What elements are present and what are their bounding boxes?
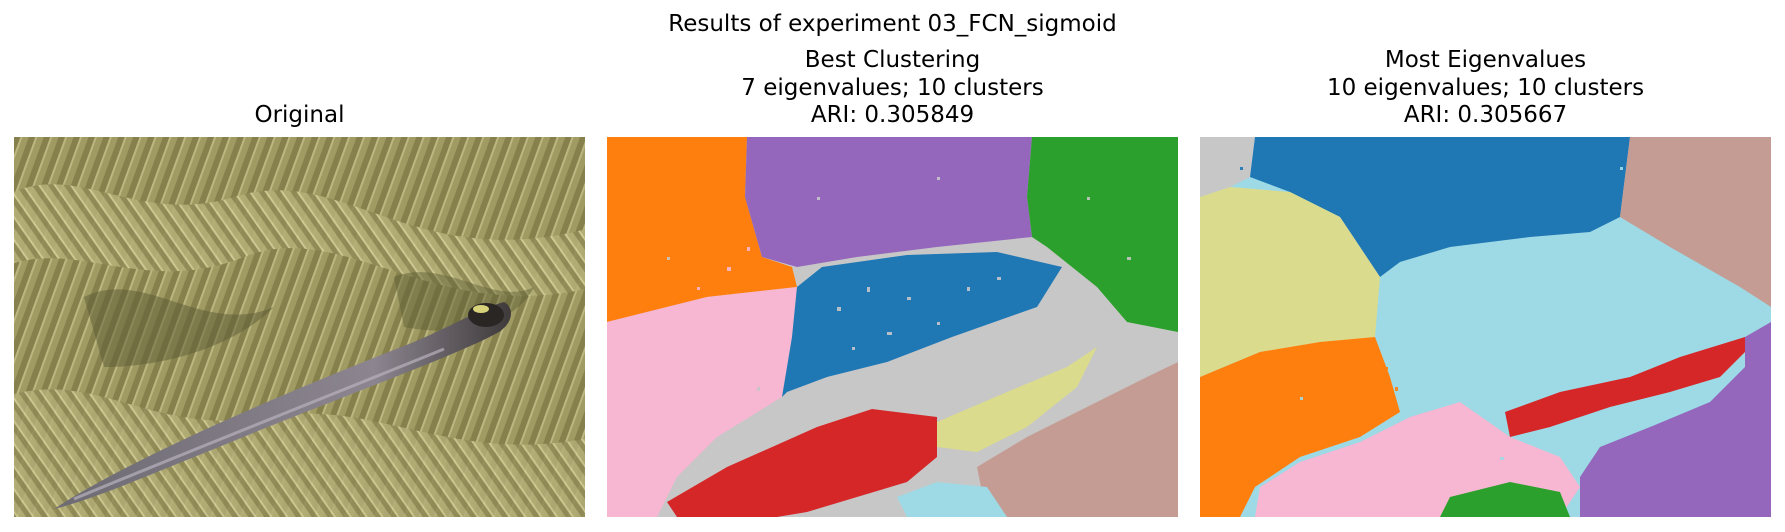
- segmentation-map-most: [1200, 137, 1771, 517]
- title-line: Original: [254, 102, 345, 128]
- title-line: Best Clustering: [804, 47, 981, 73]
- title-line: Most Eigenvalues: [1384, 47, 1587, 73]
- title-line: 10 eigenvalues; 10 clusters: [1326, 74, 1645, 101]
- panel-title: Most Eigenvalues 10 eigenvalues; 10 clus…: [1200, 47, 1771, 130]
- panel-title: Original: [14, 102, 585, 130]
- panel-most-eigenvalues: Most Eigenvalues 10 eigenvalues; 10 clus…: [1200, 0, 1771, 532]
- segmentation-map-best: [607, 137, 1178, 517]
- panel-original: Original: [14, 0, 585, 532]
- title-line: 7 eigenvalues; 10 clusters: [741, 74, 1044, 101]
- panel-best-clustering: Best Clustering 7 eigenvalues; 10 cluste…: [607, 0, 1178, 532]
- title-line: ARI: 0.305849: [810, 102, 975, 128]
- panel-title: Best Clustering 7 eigenvalues; 10 cluste…: [607, 47, 1178, 130]
- title-line: ARI: 0.305667: [1403, 102, 1568, 128]
- figure-title: Results of experiment 03_FCN_sigmoid: [668, 11, 1117, 37]
- original-image: [14, 137, 585, 517]
